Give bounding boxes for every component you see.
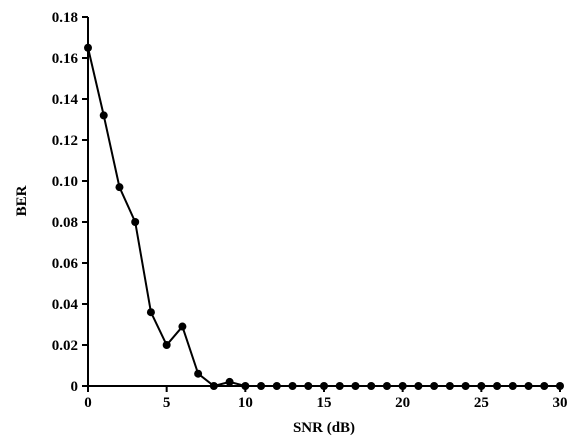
data-point — [398, 382, 407, 390]
data-point — [382, 382, 391, 390]
data-point — [115, 183, 124, 192]
x-axis-label: SNR (dB) — [293, 420, 355, 436]
data-point — [477, 382, 486, 390]
x-tick-label: 0 — [84, 395, 92, 411]
data-point — [540, 382, 549, 390]
data-point — [335, 382, 344, 390]
y-tick-label: 0.10 — [52, 174, 78, 190]
y-tick-label: 0.12 — [52, 133, 78, 149]
data-point — [131, 218, 140, 226]
data-point — [556, 382, 564, 390]
data-point — [524, 382, 533, 390]
data-point — [84, 43, 92, 52]
data-point — [320, 382, 328, 390]
y-tick-label: 0 — [71, 379, 79, 395]
data-point — [225, 377, 234, 386]
x-tick-label: 15 — [317, 395, 332, 411]
data-point — [257, 382, 266, 390]
x-tick-label: 25 — [474, 395, 489, 411]
y-tick-label: 0.08 — [52, 215, 78, 231]
data-point — [146, 308, 155, 317]
data-point — [194, 369, 203, 378]
data-point — [241, 382, 250, 390]
data-point — [272, 382, 281, 390]
y-axis-label: BER — [14, 185, 30, 216]
data-point — [178, 322, 187, 331]
data-point — [445, 382, 454, 390]
y-tick-label: 0.14 — [52, 92, 79, 108]
y-tick-label: 0.16 — [52, 51, 79, 67]
data-point — [351, 382, 360, 390]
data-point — [508, 382, 517, 390]
y-tick-label: 0.04 — [52, 297, 79, 313]
data-point — [99, 111, 108, 120]
series-line — [87, 47, 560, 388]
x-tick-label: 20 — [395, 395, 410, 411]
y-tick-label: 0.06 — [52, 256, 79, 272]
x-tick-label: 30 — [553, 395, 568, 411]
y-tick-label: 0.18 — [52, 10, 78, 26]
data-point — [304, 382, 313, 390]
data-point — [493, 382, 502, 390]
y-tick-label: 0.02 — [52, 338, 78, 354]
data-point — [288, 382, 297, 390]
data-point — [414, 382, 423, 390]
data-point — [430, 382, 439, 390]
data-point — [209, 382, 218, 390]
x-tick-label: 10 — [238, 395, 253, 411]
x-tick-label: 5 — [163, 395, 171, 411]
data-point — [162, 341, 171, 349]
data-point — [367, 382, 376, 390]
data-point — [461, 382, 470, 390]
